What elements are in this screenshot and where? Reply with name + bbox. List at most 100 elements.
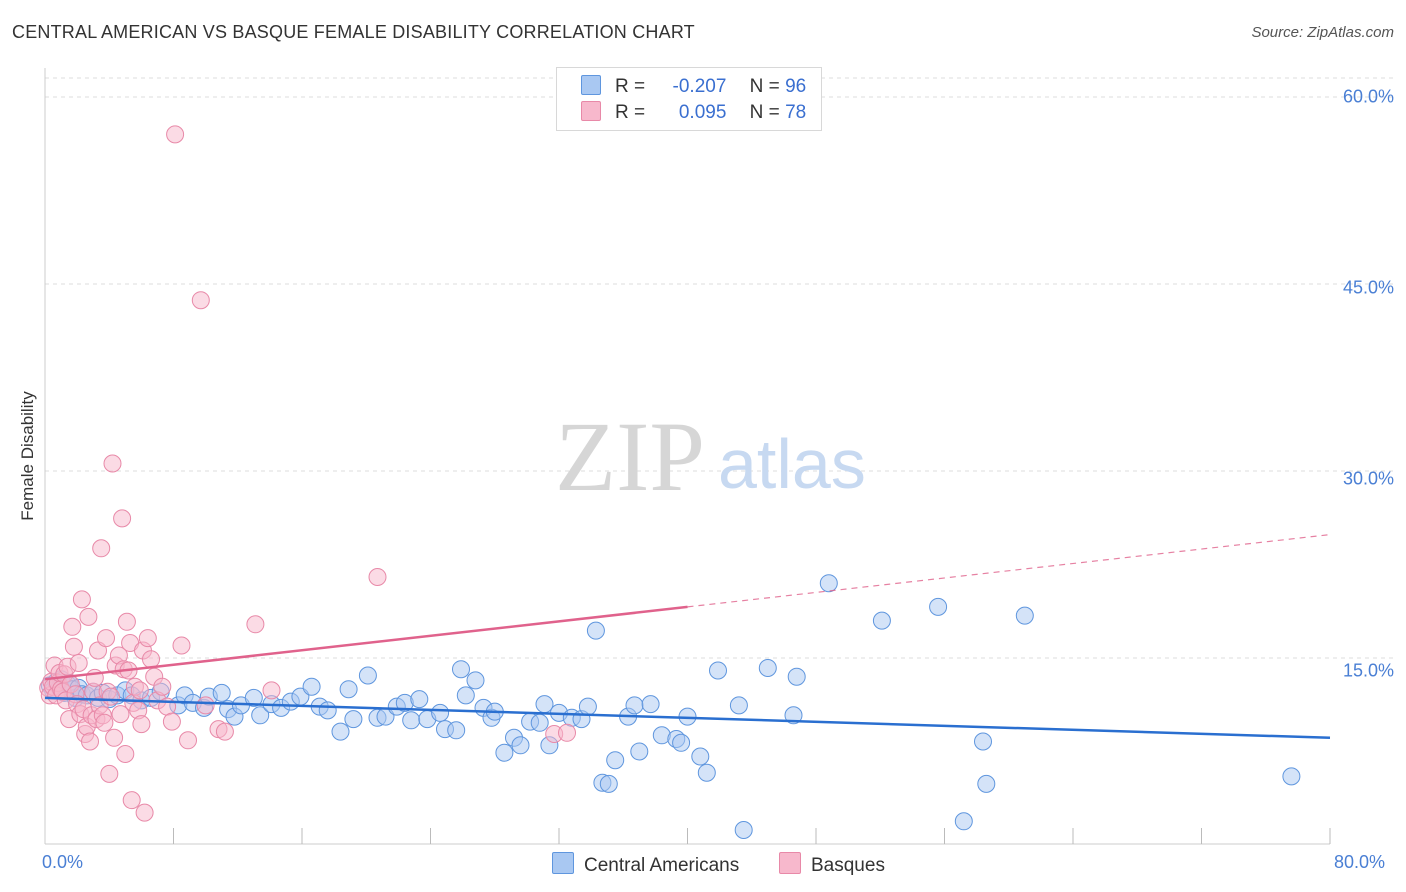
data-point-central-american — [244, 688, 263, 707]
data-point-basque — [132, 715, 151, 734]
data-point-central-american — [641, 695, 660, 714]
data-point-basque — [262, 681, 281, 700]
data-point-basque — [97, 629, 115, 648]
data-point-basque — [117, 612, 136, 631]
legend-n-value: 96 — [785, 76, 807, 97]
legend-r-value: -0.207 — [672, 76, 727, 97]
legend-r-label: R = — [615, 76, 646, 97]
data-point-central-american — [331, 722, 350, 741]
data-point-basque — [100, 764, 119, 783]
data-point-central-american — [819, 574, 838, 593]
gridlines — [45, 77, 1395, 659]
data-point-central-american — [511, 736, 530, 755]
legend-r-label: R = — [615, 102, 646, 123]
legend-label-central-americans: Central Americans — [584, 855, 740, 876]
stats-legend: R = -0.207 N = 96 R = 0.095 N = 78 — [556, 67, 822, 131]
data-point-basque — [130, 681, 149, 700]
legend-r-value: 0.095 — [678, 102, 727, 123]
data-point-basque — [122, 791, 141, 810]
data-point-central-american — [318, 701, 337, 720]
data-point-basque — [142, 650, 160, 669]
data-point-basque — [105, 728, 124, 747]
data-point-basque — [69, 654, 88, 672]
watermark-atlas: atlas — [718, 425, 866, 503]
data-point-basque — [196, 696, 215, 715]
data-point-central-american — [1015, 606, 1034, 625]
data-point-basque — [113, 509, 132, 528]
x-tick-label-max: 80.0% — [1334, 852, 1386, 872]
data-point-central-american — [599, 774, 618, 793]
data-point-central-american — [251, 706, 270, 725]
data-point-central-american — [431, 703, 450, 722]
data-point-central-american — [1282, 767, 1301, 786]
data-point-central-american — [954, 812, 973, 831]
y-tick-label-30: 30.0% — [1342, 468, 1394, 489]
data-point-central-american — [672, 733, 691, 752]
data-point-central-american — [787, 667, 806, 686]
watermark-zip: ZIP — [555, 401, 705, 512]
trend-line-basques-solid — [44, 605, 688, 681]
legend-swatch-blue — [552, 852, 574, 874]
data-point-basque — [111, 705, 130, 724]
legend-n-label: N = — [749, 76, 780, 97]
data-point-central-american — [452, 660, 470, 679]
data-point-basque — [95, 713, 114, 732]
data-point-basque — [92, 539, 111, 558]
data-point-central-american — [758, 659, 777, 677]
data-point-central-american — [977, 774, 996, 793]
data-point-central-american — [495, 743, 514, 762]
data-point-central-american — [729, 696, 748, 715]
data-point-central-american — [625, 696, 644, 715]
data-point-basque — [72, 590, 91, 609]
data-point-basque — [64, 637, 83, 656]
data-point-basque — [135, 803, 154, 822]
data-point-basque — [103, 454, 122, 473]
data-point-basque — [153, 677, 172, 696]
trend-line-basques-dashed — [687, 533, 1331, 608]
x-tick-label-min: 0.0% — [42, 852, 84, 872]
y-tick-label-60: 60.0% — [1342, 86, 1394, 107]
data-point-central-american — [339, 680, 358, 699]
data-point-basque — [101, 687, 120, 706]
data-point-basque — [63, 617, 82, 636]
legend-item-central-americans[interactable]: Central Americans — [552, 852, 739, 877]
data-point-basque — [215, 722, 234, 741]
data-point-central-american — [212, 683, 231, 702]
data-point-central-american — [872, 611, 891, 630]
data-point-central-american — [691, 747, 710, 766]
data-point-central-american — [606, 751, 625, 770]
y-tick-label-45: 45.0% — [1342, 277, 1394, 298]
data-point-basque — [172, 636, 191, 655]
data-point-central-american — [358, 666, 377, 685]
data-point-basque — [116, 745, 135, 763]
legend-row-central-americans: R = -0.207 N = 96 — [581, 75, 806, 99]
source-label: Source: ZipAtlas.com — [1251, 24, 1394, 41]
data-point-central-american — [302, 677, 321, 696]
trend-line-central-americans-solid — [44, 696, 1331, 740]
legend-item-basques[interactable]: Basques — [779, 852, 885, 877]
data-point-central-american — [734, 821, 753, 839]
data-point-central-american — [456, 686, 475, 705]
data-point-central-american — [344, 710, 363, 729]
data-point-central-american — [630, 742, 649, 761]
data-point-central-american — [784, 706, 803, 725]
legend-swatch-pink — [779, 852, 801, 874]
chart-title: CENTRAL AMERICAN VS BASQUE FEMALE DISABI… — [12, 22, 695, 42]
data-point-central-american — [466, 671, 485, 690]
legend-swatch-pink — [581, 101, 601, 121]
legend-n-value: 78 — [785, 102, 807, 123]
data-point-central-american — [535, 695, 554, 714]
legend-n-label: N = — [749, 102, 780, 123]
data-point-basque — [191, 291, 210, 310]
legend-label-basques: Basques — [811, 855, 885, 876]
data-point-basque — [138, 629, 157, 648]
legend-swatch-blue — [581, 75, 601, 95]
data-point-central-american — [586, 621, 605, 640]
data-point-central-american — [929, 597, 948, 616]
data-point-basque — [179, 731, 197, 750]
data-point-basque — [79, 607, 98, 626]
data-point-basque — [162, 712, 181, 731]
series-central-americans — [40, 574, 1301, 839]
data-point-central-american — [709, 661, 727, 680]
